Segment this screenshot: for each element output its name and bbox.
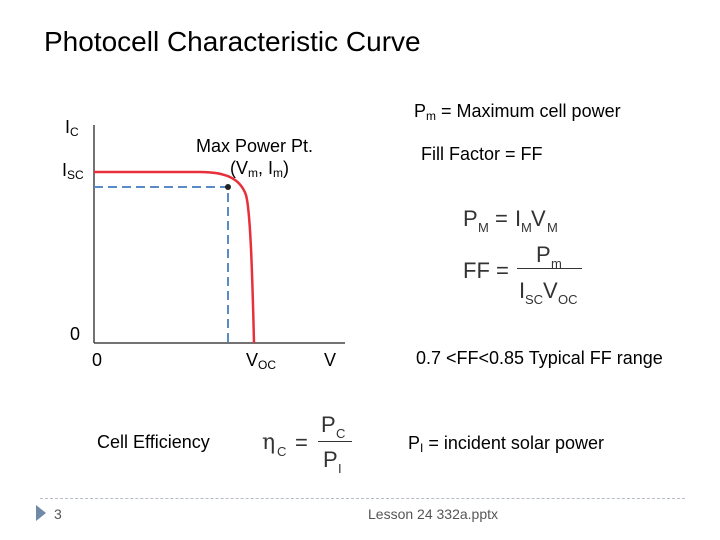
slide-number: 3 — [54, 506, 62, 522]
pi-note: PI = incident solar power — [408, 433, 604, 455]
iv-curve-line — [94, 170, 256, 344]
max-power-dashed-lines — [94, 186, 229, 343]
footer-filename: Lesson 24 332a.pptx — [368, 506, 498, 522]
max-power-point — [225, 184, 231, 190]
footer-triangle-icon — [36, 505, 46, 521]
max-power-label: Max Power Pt. — [196, 136, 314, 156]
x-axis-label: V — [324, 350, 337, 370]
cell-efficiency-label: Cell Efficiency — [97, 432, 210, 452]
footer-divider — [40, 498, 685, 499]
y-zero-label: 0 — [70, 324, 81, 344]
x-zero-label: 0 — [92, 350, 103, 370]
slide-title: Photocell Characteristic Curve — [44, 26, 421, 57]
ff-note: Fill Factor = FF — [421, 144, 543, 164]
isc-label: ISC — [62, 160, 84, 182]
voc-label: VOC — [246, 350, 277, 372]
max-power-coords: (Vm, Im) — [230, 158, 290, 180]
ff-range-note: 0.7 <FF<0.85 Typical FF range — [416, 348, 663, 368]
y-axis-label: IC — [65, 117, 79, 139]
pm-note: Pm = Maximum cell power — [414, 101, 621, 123]
